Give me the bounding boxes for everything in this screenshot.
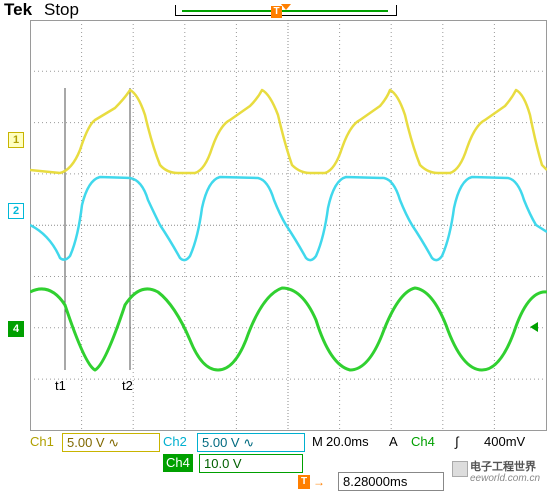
- timebase-prefix: M: [312, 434, 323, 449]
- ch2-marker[interactable]: 2: [8, 203, 24, 219]
- ch1-readout-label: Ch1: [30, 434, 54, 449]
- watermark-url: eeworld.com.cn: [470, 473, 541, 484]
- ch1-marker[interactable]: 1: [8, 132, 24, 148]
- trigger-pointer-icon: [281, 4, 291, 10]
- acquisition-mode: A: [389, 434, 398, 449]
- timebase-readout[interactable]: 20.0ms: [326, 434, 369, 449]
- rising-edge-icon: ∫: [455, 434, 459, 449]
- acquisition-status: Stop: [44, 0, 79, 19]
- brand-logo: Tek: [4, 0, 33, 19]
- ch1-waveform: [30, 88, 547, 175]
- arrow-right-icon: →: [313, 475, 325, 489]
- ch4-waveform: [30, 286, 547, 372]
- record-view-window: [182, 10, 388, 12]
- trigger-source[interactable]: Ch4: [411, 434, 435, 449]
- ch2-scale-readout[interactable]: 5.00 V ∿: [197, 433, 305, 452]
- ch2-readout-label: Ch2: [163, 434, 187, 449]
- trigger-position-readout[interactable]: 8.28000ms: [338, 472, 444, 491]
- graticule-center-axes: [30, 20, 547, 431]
- record-view-bracket: [175, 5, 397, 16]
- watermark-logo-icon: [452, 461, 468, 477]
- ch4-level-arrow-icon: [530, 322, 538, 332]
- cursor-t1-label: t1: [55, 378, 66, 393]
- trigger-position-top-icon: T: [271, 6, 282, 18]
- ch4-scale-readout[interactable]: 10.0 V: [199, 454, 303, 473]
- graticule: [30, 20, 547, 431]
- ch2-waveform: [30, 175, 547, 262]
- ch4-readout-label: Ch4: [163, 454, 193, 472]
- trigger-position-icon: T: [298, 475, 310, 489]
- watermark-title: 电子工程世界: [470, 461, 536, 473]
- ch1-scale-readout[interactable]: 5.00 V ∿: [62, 433, 160, 452]
- trigger-level-readout[interactable]: 400mV: [484, 434, 526, 449]
- ch4-marker[interactable]: 4: [8, 321, 24, 337]
- waveform-display[interactable]: [30, 20, 547, 431]
- cursor-t2-label: t2: [122, 378, 133, 393]
